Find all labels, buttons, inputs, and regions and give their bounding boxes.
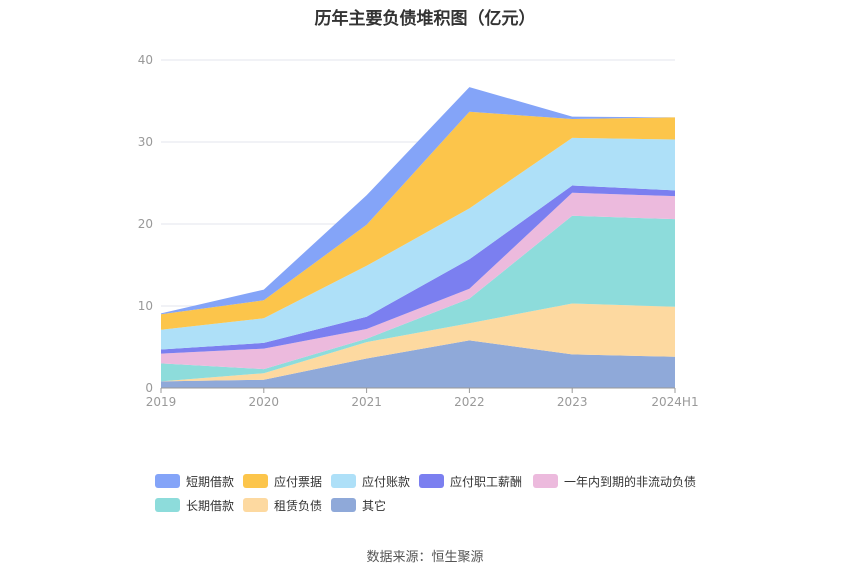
legend-item[interactable]: 租赁负债 xyxy=(243,496,322,514)
chart-title: 历年主要负债堆积图（亿元） xyxy=(314,9,536,29)
legend-item[interactable]: 短期借款 xyxy=(155,472,234,490)
legend-swatch xyxy=(533,474,558,488)
x-tick-label: 2019 xyxy=(146,395,177,409)
area-series-6 xyxy=(161,111,675,330)
data-source: 数据来源：恒生聚源 xyxy=(366,550,484,565)
area-series-1 xyxy=(161,303,675,382)
legend-label: 应付账款 xyxy=(362,474,411,489)
axes: 0 10 20 30 40 2019 2020 2021 2022 2023 2024H1 xyxy=(138,53,699,409)
y-tick-label: 20 xyxy=(138,217,153,231)
legend-label: 其它 xyxy=(362,498,387,513)
legend-item[interactable]: 应付账款 xyxy=(331,472,410,490)
legend-swatch xyxy=(331,498,356,512)
area-series-2 xyxy=(161,215,675,382)
x-tick-label: 2022 xyxy=(454,395,485,409)
legend-item[interactable]: 其它 xyxy=(331,496,386,514)
legend-item[interactable]: 应付职工薪酬 xyxy=(419,472,522,490)
area-series-5 xyxy=(161,137,675,350)
legend-swatch xyxy=(155,474,180,488)
y-tick-label: 0 xyxy=(145,381,153,395)
legend-item[interactable]: 应付票据 xyxy=(243,472,322,490)
y-tick-label: 10 xyxy=(138,299,153,313)
legend-swatch xyxy=(243,498,268,512)
legend-swatch xyxy=(419,474,444,488)
x-tick-label: 2023 xyxy=(557,395,588,409)
legend-item[interactable]: 一年内到期的非流动负债 xyxy=(533,472,696,490)
legend-label: 租赁负债 xyxy=(274,498,323,513)
x-tick-label: 2021 xyxy=(351,395,382,409)
legend-swatch xyxy=(243,474,268,488)
legend-label: 应付票据 xyxy=(274,474,323,489)
legend-swatch xyxy=(155,498,180,512)
legend-label: 应付职工薪酬 xyxy=(450,474,523,489)
area-series-0 xyxy=(161,340,675,388)
y-tick-label: 30 xyxy=(138,135,153,149)
legend-item[interactable]: 长期借款 xyxy=(155,496,234,514)
x-tick-label: 2024H1 xyxy=(651,395,698,409)
legend-label: 长期借款 xyxy=(186,498,235,513)
legend-label: 短期借款 xyxy=(186,474,235,489)
area-series-group xyxy=(161,87,675,388)
x-tick-label: 2020 xyxy=(249,395,280,409)
legend-swatch xyxy=(331,474,356,488)
y-tick-label: 40 xyxy=(138,53,153,67)
legend-label: 一年内到期的非流动负债 xyxy=(564,474,697,489)
area-series-3 xyxy=(161,192,675,370)
